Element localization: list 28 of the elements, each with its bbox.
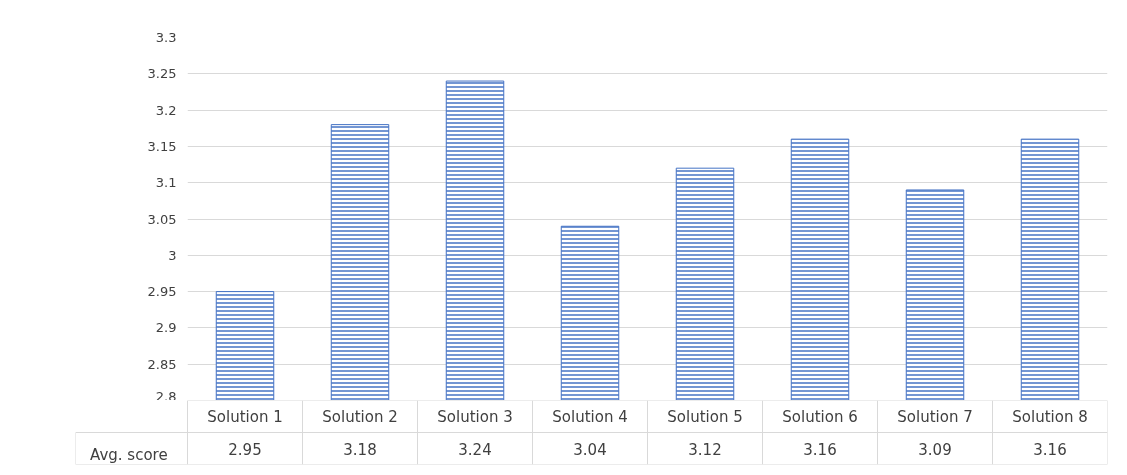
y-tick-label: 3.05 <box>147 211 177 227</box>
x-tick-label: Solution 5 <box>667 407 743 426</box>
y-tick-label: 3.3 <box>155 30 177 45</box>
data-label: 3.04 <box>573 440 607 459</box>
text: Avg. score <box>90 446 168 464</box>
data-label: 3.24 <box>458 440 492 459</box>
x-tick-label: Solution 3 <box>437 407 513 426</box>
y-tick-label: 2.85 <box>147 356 177 372</box>
x-tick-label: Solution 2 <box>322 407 398 426</box>
data-label: 3.16 <box>1033 440 1067 459</box>
y-tick-label: 3.2 <box>155 102 177 118</box>
y-tick-label: 3.15 <box>147 138 177 154</box>
y-tick-label: 2.95 <box>147 284 177 300</box>
x-tick-label: Solution 7 <box>897 407 973 426</box>
x-tick-label: Solution 4 <box>552 407 628 426</box>
y-tick-label: 3.1 <box>155 175 177 191</box>
data-label: 3.12 <box>688 440 722 459</box>
y-tick-label: 2.8 <box>155 388 177 404</box>
x-tick-label: Solution 8 <box>1012 407 1088 426</box>
data-label: 3.18 <box>343 440 377 459</box>
data-label: 3.09 <box>918 440 952 459</box>
data-label: 3.16 <box>803 440 837 459</box>
data-label: 2.95 <box>228 440 262 459</box>
y-tick-label: 3 <box>168 247 177 263</box>
x-tick-label: Solution 6 <box>782 407 858 426</box>
y-tick-label: 2.9 <box>155 320 177 336</box>
y-tick-label: 3.25 <box>147 66 177 82</box>
x-tick-label: Solution 1 <box>207 407 283 426</box>
